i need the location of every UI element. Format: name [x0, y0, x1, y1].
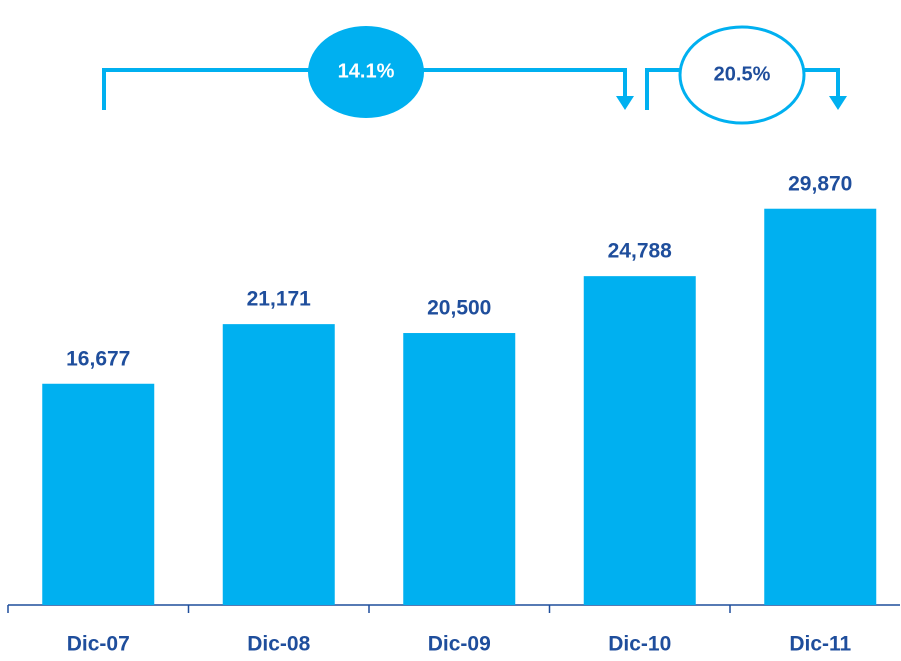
arrow-head [616, 96, 634, 110]
x-tick-label: Dic-09 [428, 633, 491, 656]
value-label: 20,500 [427, 297, 491, 320]
x-tick-label: Dic-08 [247, 633, 310, 656]
growth-label: 20.5% [714, 63, 771, 85]
bar [764, 208, 877, 605]
x-tick-label: Dic-07 [67, 633, 130, 656]
bar [583, 276, 696, 605]
value-label: 24,788 [608, 240, 673, 263]
value-label: 21,171 [247, 288, 312, 311]
value-label: 29,870 [788, 172, 852, 195]
growth-bubble [678, 25, 806, 125]
bar [222, 324, 335, 605]
bar [42, 383, 155, 605]
arrow-head [829, 96, 847, 110]
bar [403, 333, 516, 605]
x-tick-label: Dic-10 [608, 633, 671, 656]
x-tick-label: Dic-11 [789, 633, 851, 656]
growth-bubble [308, 26, 424, 118]
growth-label: 14.1% [338, 60, 395, 82]
value-label: 16,677 [66, 347, 130, 370]
